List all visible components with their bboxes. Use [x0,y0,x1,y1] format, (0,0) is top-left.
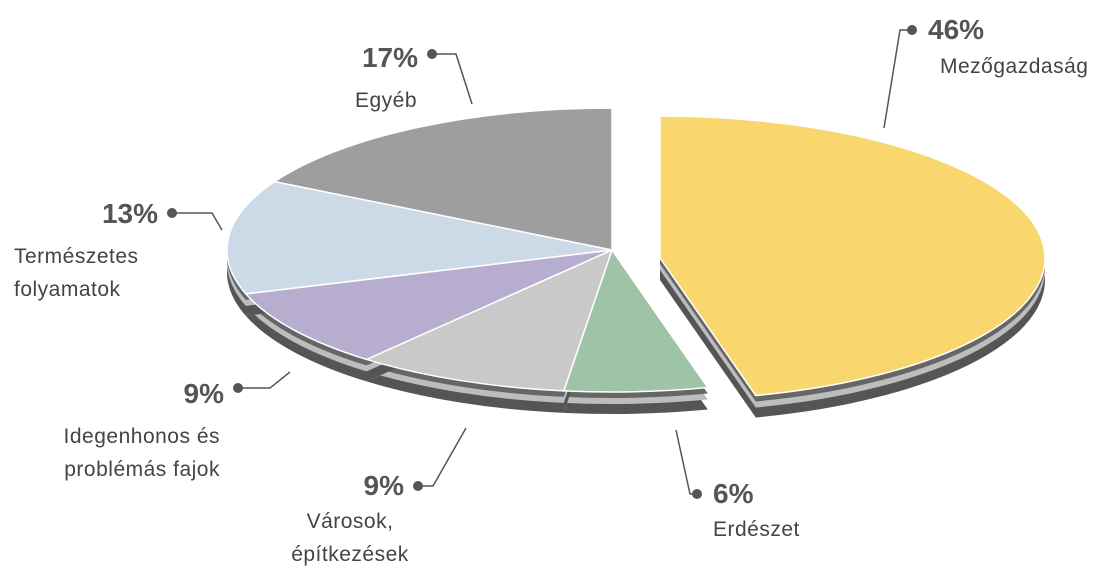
leader-line [675,429,697,495]
leader-line [238,371,291,389]
slice [364,248,614,392]
leader-dot [427,49,437,59]
leader-line [172,212,223,231]
slice [272,107,613,251]
slice [244,249,613,361]
leader-dot [413,481,423,491]
slice [659,115,1046,397]
pie-tops [226,107,1046,397]
category-label: Természetes folyamatok [14,245,139,301]
slice [562,248,710,393]
leader-dot [692,489,702,499]
percent-label: 6% [713,478,754,509]
slice [226,180,613,295]
leader-dot [907,25,917,35]
category-label: Egyéb [354,89,418,112]
category-label: Idegenhonos és problémás fajok [63,425,220,481]
category-label: Mezőgazdaság [940,55,1089,78]
percent-label: 9% [183,378,224,409]
category-label: Erdészet [713,518,800,541]
leader-line [883,29,912,129]
percent-label: 17% [361,42,418,73]
leader-dot [233,383,243,393]
percent-label: 46% [928,14,985,45]
leader-line [418,427,467,487]
percent-label: 13% [101,198,158,229]
leader-dot [167,208,177,218]
leader-line [432,53,473,105]
category-label: Városok, építkezések [291,510,409,566]
percent-label: 9% [363,470,404,501]
